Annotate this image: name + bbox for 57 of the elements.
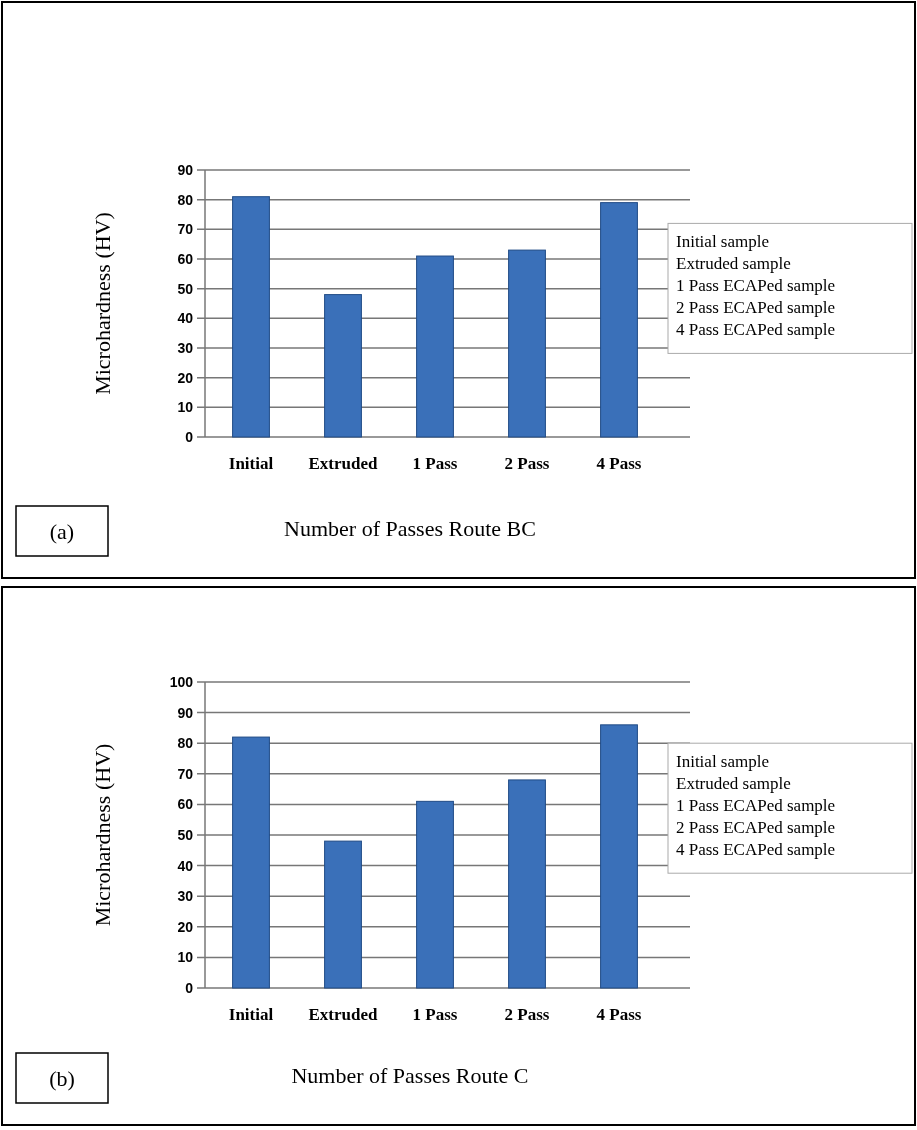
x-tick-label: 2 Pass [504, 454, 550, 473]
bar [416, 255, 454, 438]
bar [232, 736, 270, 989]
bar [508, 779, 546, 989]
y-tick-label: 20 [177, 918, 194, 935]
bar [600, 724, 638, 989]
bar [416, 800, 454, 989]
y-tick-label: 50 [177, 280, 194, 297]
annotation: 2 Pass ECAPed sample [676, 818, 836, 838]
bar [508, 249, 546, 438]
text: (a) [49, 519, 75, 544]
y-tick-label: 70 [177, 765, 194, 782]
y-tick-label: 100 [169, 673, 194, 690]
x-tick-label: 1 Pass [412, 454, 458, 473]
x-tick-label: 1 Pass [412, 1005, 458, 1024]
annotation: 4 Pass ECAPed sample [676, 320, 836, 340]
bar [324, 840, 362, 989]
x-tick-label: Extruded [308, 454, 379, 473]
y-axis-title: Microhardness (HV) [90, 212, 115, 395]
bar [232, 196, 270, 438]
annotation: Initial sample [676, 752, 770, 772]
y-tick-label: 0 [185, 979, 194, 996]
annotation: 1 Pass ECAPed sample [676, 796, 836, 816]
y-tick-label: 70 [177, 221, 194, 238]
y-tick-label: 10 [177, 949, 194, 966]
y-axis-title: Microhardness (HV) [90, 743, 115, 927]
annotation: Initial sample [676, 232, 770, 252]
x-tick-label: 2 Pass [504, 1005, 550, 1024]
annotation: 2 Pass ECAPed sample [676, 298, 836, 318]
y-tick-label: 60 [177, 796, 194, 813]
x-axis-title: Number of Passes Route C [291, 1063, 529, 1088]
x-axis-title: Number of Passes Route BC [284, 516, 536, 541]
y-tick-label: 90 [177, 704, 194, 721]
y-tick-label: 10 [177, 399, 194, 416]
bar [600, 202, 638, 438]
annotation: 4 Pass ECAPed sample [676, 840, 836, 860]
y-tick-label: 80 [177, 191, 194, 208]
x-tick-label: 4 Pass [596, 454, 642, 473]
annotation: Extruded sample [676, 254, 791, 274]
y-tick-label: 80 [177, 735, 194, 752]
y-tick-label: 40 [177, 310, 194, 327]
x-tick-label: Initial [228, 454, 274, 473]
y-tick-label: 0 [185, 428, 194, 445]
bar [324, 294, 362, 438]
y-tick-label: 30 [177, 888, 194, 905]
y-tick-label: 30 [177, 339, 194, 356]
y-tick-label: 20 [177, 369, 194, 386]
annotation: Extruded sample [676, 774, 791, 794]
y-tick-label: 90 [177, 161, 194, 178]
x-tick-label: Initial [228, 1005, 274, 1024]
x-tick-label: Extruded [308, 1005, 379, 1024]
x-tick-label: 4 Pass [596, 1005, 642, 1024]
y-tick-label: 50 [177, 826, 194, 843]
y-tick-label: 40 [177, 857, 194, 874]
annotation: 1 Pass ECAPed sample [676, 276, 836, 296]
y-tick-label: 60 [177, 250, 194, 267]
text: (b) [49, 1066, 75, 1091]
